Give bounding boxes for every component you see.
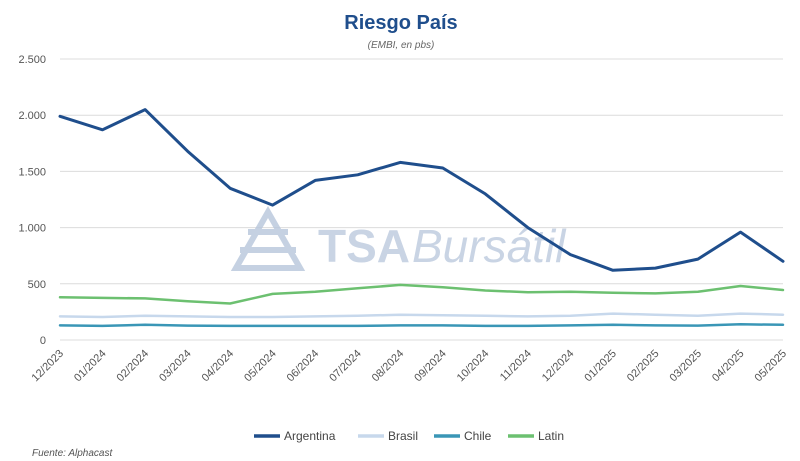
series-line-brasil	[58, 312, 785, 319]
tsa-logo-icon	[230, 205, 306, 271]
legend-label-argentina: Argentina	[284, 429, 336, 443]
chart-subtitle: (EMBI, en pbs)	[368, 40, 435, 51]
x-tick-label: 04/2025	[710, 348, 747, 385]
source-note: Fuente: Alphacast	[32, 448, 113, 459]
series-line-chile	[58, 323, 785, 328]
x-tick-label: 11/2024	[498, 348, 534, 384]
watermark-tsa: TSA	[318, 220, 410, 272]
tsa-bursatil-watermark: TSA Bursátil	[230, 205, 567, 272]
x-tick-label: 03/2024	[157, 348, 194, 385]
series-line-argentina	[58, 108, 785, 272]
x-tick-label: 02/2025	[625, 348, 662, 385]
x-tick-label: 04/2024	[200, 348, 237, 385]
legend: Argentina Brasil Chile Latin	[254, 429, 564, 443]
y-tick-label: 500	[28, 279, 46, 291]
watermark-bursatil: Bursátil	[412, 220, 567, 272]
legend-label-chile: Chile	[464, 429, 492, 443]
x-tick-label: 10/2024	[455, 348, 492, 385]
x-tick-label: 06/2024	[285, 348, 322, 385]
series-line-latin	[58, 283, 785, 305]
x-tick-label: 05/2024	[242, 348, 279, 385]
x-tick-label: 12/2024	[540, 348, 577, 385]
x-tick-label: 07/2024	[327, 348, 364, 385]
x-axis: 12/2023 01/2024 02/2024 03/2024 04/2024 05/20…	[30, 348, 790, 385]
y-tick-label: 2.500	[18, 54, 46, 66]
x-tick-label: 03/2025	[667, 348, 704, 385]
x-tick-label: 02/2024	[115, 348, 152, 385]
x-tick-label: 05/2025	[753, 348, 790, 385]
legend-label-brasil: Brasil	[388, 429, 418, 443]
y-tick-label: 0	[40, 335, 46, 347]
x-tick-label: 09/2024	[412, 348, 449, 385]
y-tick-label: 1.500	[18, 166, 46, 178]
x-tick-label: 08/2024	[370, 348, 407, 385]
y-tick-label: 1.000	[18, 223, 46, 235]
y-axis: 0 500 1.000 1.500 2.000 2.500	[18, 54, 46, 347]
series-lines	[58, 108, 785, 328]
x-tick-label: 01/2024	[72, 348, 109, 385]
chart-title: Riesgo País	[344, 12, 457, 34]
y-tick-label: 2.000	[18, 110, 46, 122]
x-tick-label: 12/2023	[30, 348, 67, 385]
gridlines	[60, 58, 783, 341]
legend-label-latin: Latin	[538, 429, 564, 443]
x-tick-label: 01/2025	[582, 348, 619, 385]
